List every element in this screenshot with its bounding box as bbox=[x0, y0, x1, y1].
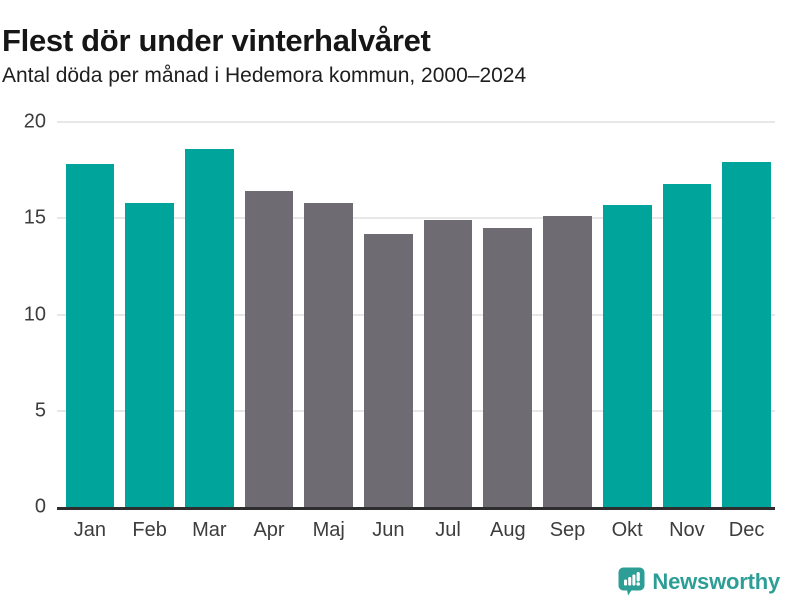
bar-apr bbox=[244, 191, 294, 507]
chart-subtitle: Antal döda per månad i Hedemora kommun, … bbox=[2, 64, 527, 87]
x-tick-label-jul: Jul bbox=[435, 519, 461, 541]
newsworthy-logo-icon bbox=[618, 567, 645, 596]
x-tick-label-apr: Apr bbox=[253, 519, 285, 541]
bar-okt bbox=[602, 204, 652, 507]
x-tick-label-nov: Nov bbox=[669, 519, 705, 541]
bar-maj bbox=[304, 202, 354, 507]
x-tick-label-okt: Okt bbox=[611, 519, 643, 541]
bar-sep bbox=[543, 216, 592, 507]
bar-feb bbox=[125, 202, 174, 507]
y-tick-label-15: 15 bbox=[23, 206, 46, 229]
page-title: Flest dör under vinterhalvåret bbox=[2, 22, 431, 58]
bar-nov bbox=[662, 183, 712, 507]
x-tick-label-jan: Jan bbox=[73, 519, 107, 541]
bar-mar bbox=[184, 148, 234, 507]
gridline-15 bbox=[57, 217, 775, 220]
x-tick-label-maj: Maj bbox=[312, 519, 345, 541]
y-tick-label-20: 20 bbox=[23, 110, 46, 133]
x-tick-label-jun: Jun bbox=[372, 519, 405, 541]
bar-aug bbox=[483, 227, 533, 507]
y-tick-label-5: 5 bbox=[34, 399, 46, 422]
bar-jun bbox=[364, 233, 413, 507]
x-tick-label-dec: Dec bbox=[728, 519, 765, 541]
gridline-20 bbox=[57, 121, 775, 123]
brand-name: Newsworthy bbox=[652, 568, 780, 594]
y-tick-label-10: 10 bbox=[23, 303, 46, 325]
bar-dec bbox=[722, 162, 771, 507]
gridline-10 bbox=[57, 313, 775, 316]
x-tick-label-feb: Feb bbox=[132, 519, 167, 541]
y-tick-label-0: 0 bbox=[34, 495, 46, 518]
gridline-5 bbox=[57, 409, 775, 412]
x-axis-line bbox=[57, 507, 775, 510]
bar-jan bbox=[65, 164, 115, 507]
brand-footer: Newsworthy bbox=[618, 567, 780, 596]
bar-jul bbox=[423, 220, 473, 507]
x-tick-label-sep: Sep bbox=[549, 519, 586, 541]
x-tick-label-aug: Aug bbox=[490, 519, 526, 541]
x-tick-label-mar: Mar bbox=[192, 519, 227, 541]
